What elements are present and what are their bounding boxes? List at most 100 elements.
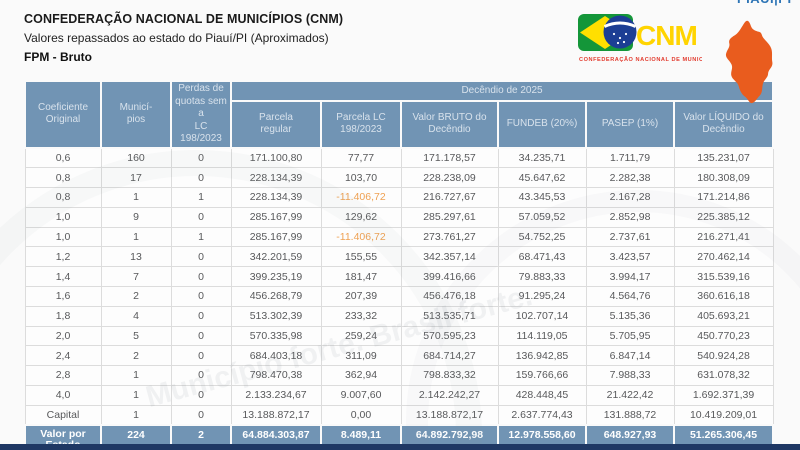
table-cell: 2,0 — [24, 325, 102, 347]
table-cell: 181,47 — [320, 266, 402, 287]
table-row: 2,8 1 0 798.470,38 362,94 798.833,32 159.766,6… — [24, 365, 774, 386]
table-cell: 17 — [100, 167, 172, 189]
table-cell: 135.231,07 — [673, 146, 774, 169]
table-cell: 0 — [170, 285, 232, 307]
col-header-valor-liquido: Valor LÍQUIDO do Decêndio — [672, 100, 775, 149]
table-cell: 0 — [170, 246, 232, 268]
table-cell: 273.761,27 — [400, 226, 499, 248]
table-cell: 0 — [170, 167, 232, 189]
table-cell: 1,6 — [24, 285, 102, 307]
table-cell: 540.924,28 — [673, 345, 774, 367]
table-cell: 180.308,09 — [673, 167, 774, 189]
table-row: 0,8 1 1 228.134,39 -11.406,72 216.727,67 43.34… — [24, 187, 774, 208]
table-cell: 6.847,14 — [585, 345, 675, 367]
table-cell: 7.988,33 — [585, 365, 675, 386]
table-cell: 1 — [100, 384, 172, 406]
table-cell: 13 — [100, 246, 172, 268]
brazil-flag-icon — [578, 14, 637, 51]
col-header-valor-bruto: Valor BRUTO do Decêndio — [400, 100, 499, 149]
table-cell: 2.737,61 — [585, 226, 675, 248]
col-header-municipios: Municí- pios — [100, 80, 172, 149]
cnm-logo: CNM CONFEDERAÇÃO NACIONAL DE MUNICÍPIOS — [577, 13, 721, 70]
table-row: 1,8 4 0 513.302,39 233,32 513.535,71 102.707,1… — [24, 305, 774, 327]
table-cell: 1,4 — [24, 266, 102, 287]
table-cell: 13.188.872,17 — [230, 404, 322, 426]
table-cell: 4.564,76 — [585, 285, 675, 307]
table-cell: Capital — [24, 404, 102, 426]
table-cell: -11.406,72 — [320, 226, 402, 248]
table-cell: 57.059,52 — [497, 206, 587, 228]
table-cell: 0 — [170, 404, 232, 426]
table-cell: 3.423,57 — [585, 246, 675, 268]
table-cell: 9 — [100, 206, 172, 228]
table-cell: 1,2 — [24, 246, 102, 268]
table-cell: 159.766,66 — [497, 365, 587, 386]
table-cell: 0,6 — [24, 146, 102, 169]
table-cell: 79.883,33 — [497, 266, 587, 287]
table-cell: 450.770,23 — [673, 325, 774, 347]
table-cell: 798.470,38 — [230, 365, 322, 386]
table-cell: 259,24 — [320, 325, 402, 347]
table-cell: 102.707,14 — [497, 305, 587, 327]
table-cell: 171.178,57 — [400, 146, 499, 169]
table-cell: 2 — [100, 285, 172, 307]
table-row: Capital 1 0 13.188.872,17 0,00 13.188.872,17 2… — [24, 404, 774, 426]
table-cell: 54.752,25 — [497, 226, 587, 248]
col-header-perdas: Perdas de quotas sem a LC 198/2023 — [170, 80, 232, 149]
table-cell: 1 — [100, 226, 172, 248]
title-block: CONFEDERAÇÃO NACIONAL DE MUNICÍPIOS (CNM… — [24, 12, 343, 64]
table-cell: 570.595,23 — [400, 325, 499, 347]
fpm-table: Coeficiente Original Municí- pios Perdas… — [24, 79, 775, 450]
table-cell: 285.167,99 — [230, 226, 322, 248]
col-header-pasep: PASEP (1%) — [585, 100, 675, 149]
table-cell: 0 — [170, 146, 232, 169]
table-cell: 228.238,09 — [400, 167, 499, 189]
table-cell: 2.142.242,27 — [400, 384, 499, 406]
table-cell: 5 — [100, 325, 172, 347]
table-cell: -11.406,72 — [320, 187, 402, 208]
table-cell: 45.647,62 — [497, 167, 587, 189]
table-cell: 2,8 — [24, 365, 102, 386]
table-row: 1,0 1 1 285.167,99 -11.406,72 273.761,27 54.75… — [24, 226, 774, 248]
table-cell: 225.385,12 — [673, 206, 774, 228]
cnm-logo-graphic: CNM CONFEDERAÇÃO NACIONAL DE MUNICÍPIOS — [578, 14, 721, 63]
table-cell: 1 — [100, 404, 172, 426]
group-header-decendio: Decêndio de 2025 — [229, 79, 775, 103]
table-cell: 1 — [100, 365, 172, 386]
table-cell: 342.357,14 — [400, 246, 499, 268]
bottom-navy-bar — [0, 444, 800, 450]
col-header-parcela-lc: Parcela LC 198/2023 — [320, 100, 402, 149]
table-cell: 0 — [170, 206, 232, 228]
table-cell: 2.637.774,43 — [497, 404, 587, 426]
table-cell: 5.705,95 — [585, 325, 675, 347]
table-cell: 513.535,71 — [400, 305, 499, 327]
table-cell: 4 — [100, 305, 172, 327]
page-subtitle: Valores repassados ao estado do Piauí/PI… — [24, 31, 329, 45]
table-footer: Valor por Estado 224 2 64.884.303,87 8.4… — [24, 424, 775, 450]
table-row: 1,6 2 0 456.268,79 207,39 456.476,18 91.295,24… — [24, 285, 774, 307]
table-cell: 315.539,16 — [673, 266, 774, 287]
table-row: 1,2 13 0 342.201,59 155,55 342.357,14 68.471,4… — [24, 246, 774, 268]
table-cell: 362,94 — [320, 365, 402, 386]
table-cell: 4,0 — [24, 384, 102, 406]
table-cell: 160 — [100, 146, 172, 169]
table-cell: 399.235,19 — [230, 266, 322, 287]
table-cell: 10.419.209,01 — [673, 404, 774, 426]
table-cell: 0,8 — [24, 167, 102, 189]
table-cell: 0,8 — [24, 187, 102, 208]
table-cell: 13.188.872,17 — [400, 404, 499, 426]
table-cell: 684.403,18 — [230, 345, 322, 367]
table-cell: 456.476,18 — [400, 285, 499, 307]
table-cell: 0 — [170, 325, 232, 347]
table-cell: 233,32 — [320, 305, 402, 327]
table-cell: 0 — [170, 305, 232, 327]
table-cell: 207,39 — [320, 285, 402, 307]
table-cell: 5.135,36 — [585, 305, 675, 327]
table-cell: 155,55 — [320, 246, 402, 268]
table-cell: 2 — [100, 345, 172, 367]
table-row: 1,4 7 0 399.235,19 181,47 399.416,66 79.883,33… — [24, 266, 774, 287]
state-label-partial: PIAUÍ|PI — [737, 0, 792, 6]
table-cell: 21.422,42 — [585, 384, 675, 406]
table-cell: 228.134,39 — [230, 167, 322, 189]
